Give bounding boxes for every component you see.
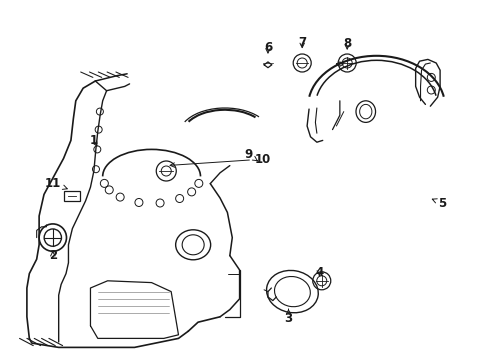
Text: 6: 6	[264, 41, 271, 54]
Text: 10: 10	[170, 153, 271, 167]
Text: 1: 1	[90, 134, 98, 147]
Text: 2: 2	[49, 249, 57, 262]
Text: 7: 7	[298, 36, 305, 49]
Text: 11: 11	[44, 177, 67, 190]
Text: 4: 4	[315, 266, 323, 279]
Text: 5: 5	[431, 197, 446, 210]
Text: 9: 9	[244, 148, 257, 161]
Text: 3: 3	[284, 309, 292, 325]
Text: 8: 8	[343, 37, 350, 50]
